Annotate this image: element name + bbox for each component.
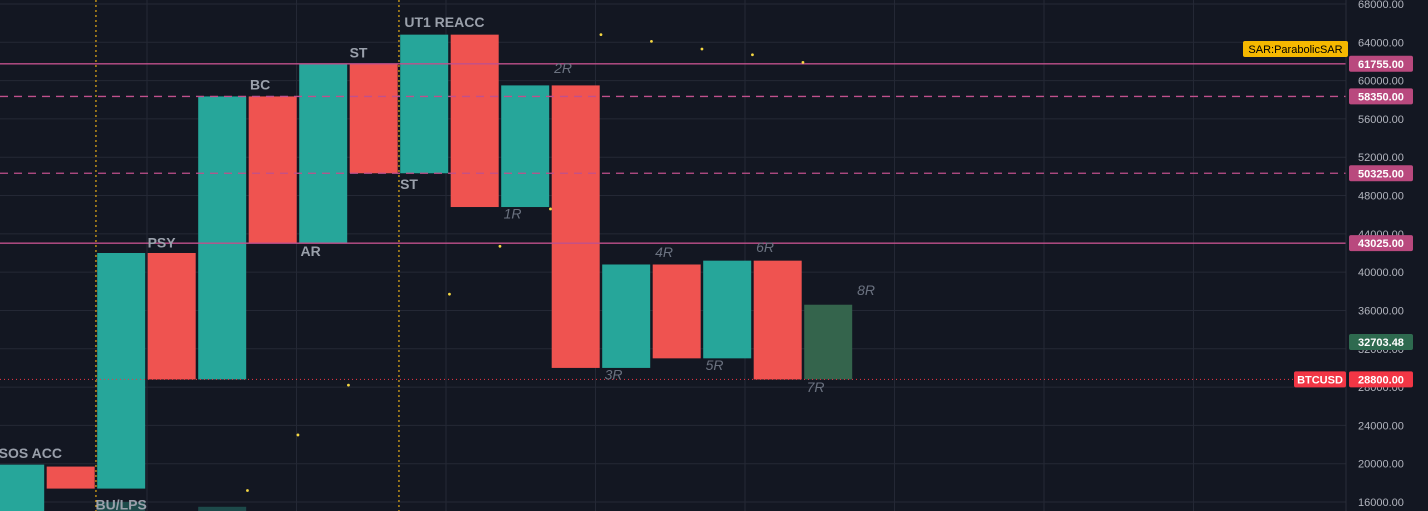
price-line-badge-text: 43025.00 — [1358, 238, 1404, 250]
reversal-count-label: 4R — [655, 244, 673, 260]
sar-point — [296, 433, 300, 437]
price-line-badge-text: 61755.00 — [1358, 59, 1404, 71]
renko-brick-up[interactable] — [198, 96, 247, 380]
y-tick-label: 40000.00 — [1358, 267, 1404, 279]
sar-point — [246, 489, 249, 492]
vertical-event-lines — [95, 0, 400, 511]
wyckoff-phase-label: BU/LPS — [96, 497, 147, 511]
y-tick-label: 60000.00 — [1358, 76, 1404, 88]
renko-brick-down[interactable] — [652, 264, 701, 359]
current-renko-brick[interactable] — [804, 304, 853, 380]
reversal-count-label: 3R — [605, 366, 623, 382]
wyckoff-phase-label: ST — [400, 176, 418, 192]
y-tick-label: 36000.00 — [1358, 305, 1404, 317]
indicator-badge — [1243, 41, 1348, 58]
indicator-badge-text: SAR:ParabolicSAR — [1248, 44, 1342, 56]
wyckoff-phase-label: UT1 REACC — [404, 14, 484, 30]
price-line-badge-text: 58350.00 — [1358, 91, 1404, 103]
parabolic-sar-series — [246, 33, 805, 492]
price-lines — [0, 63, 1346, 380]
wyckoff-phase-label: PSY — [148, 234, 177, 250]
price-line-badge — [1349, 55, 1413, 72]
renko-brick-down[interactable] — [349, 63, 398, 174]
reversal-count-label: 5R — [706, 357, 724, 373]
renko-brick-up[interactable] — [97, 253, 146, 489]
sar-point — [599, 33, 603, 37]
last-price-badge-text: 28800.00 — [1358, 374, 1404, 386]
renko-brick-up[interactable] — [400, 34, 449, 174]
price-badges: 61755.00 58350.00 50325.00 43025.00 32703.48… — [1243, 41, 1413, 388]
y-tick-label: 20000.00 — [1358, 459, 1404, 471]
wyckoff-labels: SOS ACC BU/LPS PSY BC AR ST ST UT1 REACC 1R 2R 3R 4… — [0, 14, 875, 511]
sar-point — [801, 61, 805, 64]
wyckoff-phase-label: AR — [300, 243, 320, 259]
reversal-count-label: 7R — [807, 379, 825, 395]
wyckoff-phase-label: ST — [350, 45, 368, 61]
renko-brick-up[interactable] — [703, 260, 752, 359]
ghost-brick — [97, 502, 146, 511]
sar-point — [448, 292, 451, 296]
sar-point — [549, 207, 552, 211]
symbol-badge — [1294, 371, 1346, 388]
price-line-badge — [1349, 88, 1413, 105]
sar-point — [347, 383, 350, 387]
y-tick-label: 64000.00 — [1358, 37, 1404, 49]
reversal-count-label: 1R — [504, 206, 522, 222]
ghost-brick — [198, 506, 247, 511]
renko-brick-down[interactable] — [450, 34, 499, 208]
y-tick-label: 56000.00 — [1358, 114, 1404, 126]
current-price-badge-text: 32703.48 — [1358, 337, 1404, 349]
wyckoff-phase-label: BC — [250, 77, 270, 93]
y-tick-label: 24000.00 — [1358, 420, 1404, 432]
y-tick-label: 48000.00 — [1358, 191, 1404, 203]
renko-bricks — [0, 34, 853, 511]
y-tick-label: 68000.00 — [1358, 0, 1404, 11]
sar-point — [498, 244, 502, 248]
renko-brick-down[interactable] — [46, 466, 95, 489]
renko-brick-down[interactable] — [248, 96, 297, 244]
current-price-badge — [1349, 334, 1413, 351]
y-tick-label: 16000.00 — [1358, 497, 1404, 509]
reversal-count-label: 8R — [857, 282, 875, 298]
price-line-badge — [1349, 235, 1413, 252]
renko-brick-down[interactable] — [147, 253, 196, 380]
price-line-badge-text: 50325.00 — [1358, 168, 1404, 180]
renko-brick-down[interactable] — [753, 260, 802, 380]
reversal-count-label: 6R — [756, 239, 774, 255]
ghost-bricks — [97, 502, 247, 511]
y-tick-label: 52000.00 — [1358, 152, 1404, 164]
wyckoff-phase-label: SOS ACC — [0, 445, 62, 461]
renko-brick-down[interactable] — [551, 85, 600, 368]
renko-brick-up[interactable] — [501, 85, 550, 208]
sar-point — [751, 53, 754, 57]
reversal-count-label: 2R — [553, 60, 572, 76]
price-line-badge — [1349, 165, 1413, 182]
renko-brick-up[interactable] — [602, 264, 651, 368]
renko-brick-up[interactable] — [299, 63, 348, 244]
symbol-badge-text: BTCUSD — [1297, 374, 1343, 386]
last-price-badge — [1349, 371, 1413, 388]
sar-point — [700, 47, 704, 51]
sar-point — [650, 39, 653, 43]
renko-brick-up[interactable] — [0, 464, 45, 511]
